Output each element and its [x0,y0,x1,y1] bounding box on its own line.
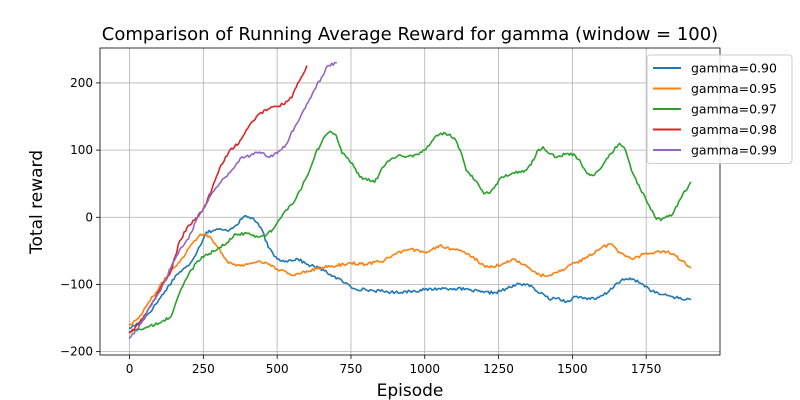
series-lines [128,61,692,340]
legend: gamma=0.90 gamma=0.95 gamma=0.97 gamma=0.98… [646,54,793,164]
x-axis-label: Episode [377,381,444,400]
series-line-gamma-0-90 [128,215,692,329]
legend-label: gamma=0.95 [691,81,777,96]
legend-label: gamma=0.97 [691,102,777,117]
series-line-gamma-0-95 [128,233,692,326]
y-tick-label: −200 [60,345,93,359]
legend-label: gamma=0.98 [691,122,777,137]
x-tick-label: 0 [126,362,134,376]
y-axis-label: Total reward [27,150,47,255]
x-tick-label: 250 [192,362,215,376]
y-tick-label: 0 [85,210,93,224]
x-tick-label: 1000 [409,362,440,376]
grid-lines [100,48,720,355]
y-tick-label: 200 [70,76,93,90]
legend-box [646,54,793,164]
y-tick-label: 100 [70,143,93,157]
x-tick-label: 1500 [557,362,588,376]
axis-ticks: 0 250 500 750 1000 1250 1500 1750 −200 −100 0 100 20… [60,76,661,376]
x-tick-label: 1750 [631,362,662,376]
series-line-gamma-0-97 [128,130,692,333]
legend-label: gamma=0.99 [691,143,777,158]
legend-label: gamma=0.90 [691,61,777,76]
chart-title: Comparison of Running Average Reward for… [102,24,718,45]
x-tick-label: 500 [266,362,289,376]
series-line-gamma-0-99 [128,61,338,340]
series-line-gamma-0-98 [128,65,308,334]
y-tick-label: −100 [60,277,93,291]
x-tick-label: 1250 [483,362,514,376]
plot-area-frame [99,47,721,356]
x-tick-label: 750 [339,362,362,376]
